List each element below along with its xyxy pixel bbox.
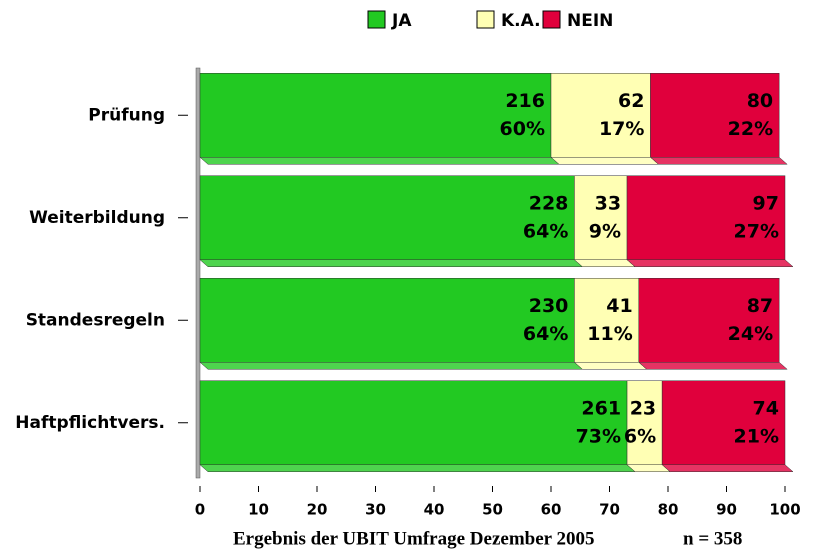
bar-segment <box>574 278 640 363</box>
bar-segment <box>199 73 552 158</box>
count-label: 41 <box>606 295 632 317</box>
legend-label: K.A. <box>501 11 541 31</box>
bar-depth <box>573 259 636 267</box>
bar-depth <box>199 464 636 472</box>
count-label: 97 <box>753 192 779 214</box>
value-label: 17% <box>599 118 644 140</box>
bar-segment <box>199 278 575 363</box>
category-label: Prüfung <box>88 105 165 125</box>
bar-depth <box>626 259 794 267</box>
legend-label: JA <box>391 11 412 31</box>
wall <box>195 67 201 479</box>
count-label: 228 <box>529 192 569 214</box>
x-tick-label: 10 <box>248 501 269 519</box>
bar-depth <box>661 464 794 472</box>
bar-depth <box>199 259 584 267</box>
bar-depth <box>199 157 560 165</box>
sample-size: n = 358 <box>683 528 742 549</box>
x-tick-label: 30 <box>365 501 386 519</box>
x-tick-label: 70 <box>599 501 620 519</box>
value-label: 64% <box>523 220 568 242</box>
value-label: 21% <box>734 425 779 447</box>
value-label: 27% <box>734 220 779 242</box>
x-tick-label: 50 <box>482 501 503 519</box>
legend-label: NEIN <box>567 11 613 31</box>
value-label: 22% <box>728 118 773 140</box>
count-label: 80 <box>747 90 773 112</box>
value-label: 73% <box>576 425 621 447</box>
bar-segment <box>626 175 786 260</box>
category-label: Weiterbildung <box>29 208 165 228</box>
bar-depth <box>649 157 788 165</box>
count-label: 87 <box>747 295 773 317</box>
value-label: 24% <box>728 323 773 345</box>
count-label: 216 <box>505 90 545 112</box>
bar-segment <box>626 380 663 465</box>
x-tick-label: 60 <box>541 501 562 519</box>
x-tick-label: 80 <box>658 501 679 519</box>
bar-depth <box>550 157 660 165</box>
bar-depth <box>573 362 648 370</box>
legend-swatch <box>367 10 386 29</box>
bar-segment <box>199 175 575 260</box>
bar-segment <box>199 380 628 465</box>
value-label: 64% <box>523 323 568 345</box>
count-label: 23 <box>630 397 656 419</box>
bar-segment <box>661 380 786 465</box>
x-tick-label: 100 <box>769 501 800 519</box>
bar-depth <box>638 362 788 370</box>
category-label: Haftpflichtvers. <box>15 413 165 433</box>
count-label: 230 <box>529 295 569 317</box>
x-tick-label: 0 <box>195 501 205 519</box>
value-label: 6% <box>624 425 656 447</box>
x-tick-label: 40 <box>424 501 445 519</box>
value-label: 9% <box>589 220 621 242</box>
footnote: Ergebnis der UBIT Umfrage Dezember 2005 <box>233 528 594 549</box>
value-label: 60% <box>500 118 545 140</box>
bar-segment <box>638 278 780 363</box>
count-label: 74 <box>753 397 779 419</box>
count-label: 62 <box>618 90 644 112</box>
bar-depth <box>199 362 584 370</box>
count-label: 261 <box>581 397 621 419</box>
x-tick-label: 20 <box>307 501 328 519</box>
legend-swatch <box>476 10 495 29</box>
bar-segment <box>574 175 628 260</box>
x-tick-label: 90 <box>716 501 737 519</box>
legend-swatch <box>542 10 561 29</box>
bar-segment <box>650 73 780 158</box>
count-label: 33 <box>595 192 621 214</box>
bar-segment <box>550 73 651 158</box>
category-label: Standesregeln <box>26 310 165 330</box>
value-label: 11% <box>587 323 632 345</box>
